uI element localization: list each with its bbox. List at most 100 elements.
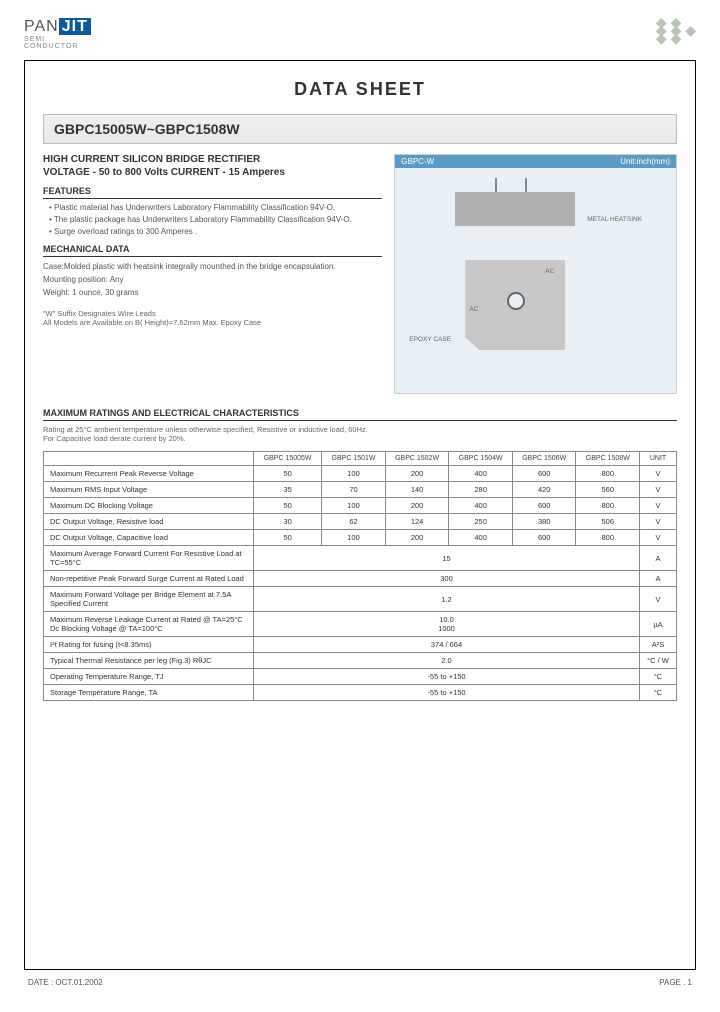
pkg-lead-icon — [495, 178, 497, 192]
unit-cell: A²S — [640, 637, 677, 653]
ratings-note: Rating at 25°C ambient temperature unles… — [43, 425, 677, 443]
value-cell: V — [640, 530, 677, 546]
param-cell: DC Output Voltage, Capacitive load — [44, 530, 254, 546]
ratings-heading: MAXIMUM RATINGS AND ELECTRICAL CHARACTER… — [43, 408, 677, 421]
table-row: DC Output Voltage, Capacitive load501002… — [44, 530, 677, 546]
logo-text-b: JIT — [59, 18, 91, 35]
col-head: GBPC 1508W — [576, 452, 640, 466]
table-row: Maximum Average Forward Current For Resi… — [44, 546, 677, 571]
unit-cell: °C — [640, 669, 677, 685]
value-cell: 380 — [512, 514, 576, 530]
value-cell: 62 — [322, 514, 386, 530]
datasheet-frame: DATA SHEET GBPC15005W~GBPC1508W HIGH CUR… — [24, 60, 696, 970]
value-cell: 600 — [512, 530, 576, 546]
pkg-unit: Unit:inch(mm) — [620, 157, 670, 166]
value-cell: 124 — [385, 514, 449, 530]
value-cell: V — [640, 514, 677, 530]
pkg-metal-label: METAL HEATSINK — [587, 216, 642, 223]
param-cell: Maximum RMS Input Voltage — [44, 482, 254, 498]
note-line: "W" Suffix Designates Wire Leads — [43, 309, 382, 318]
logo-subtitle: SEMI CONDUCTOR — [24, 36, 91, 50]
value-cell: 70 — [322, 482, 386, 498]
table-row: I²t Rating for fusing (t<8.35ms)374 / 66… — [44, 637, 677, 653]
col-head: GBPC 1506W — [512, 452, 576, 466]
param-cell: I²t Rating for fusing (t<8.35ms) — [44, 637, 254, 653]
table-row: Non-repetitive Peak Forward Surge Curren… — [44, 571, 677, 587]
mech-case: Case:Molded plastic with heatsink integr… — [43, 261, 382, 272]
table-row: DC Output Voltage, Resistive load3062124… — [44, 514, 677, 530]
param-cell: DC Output Voltage, Resistive load — [44, 514, 254, 530]
product-subtitle: HIGH CURRENT SILICON BRIDGE RECTIFIER — [43, 154, 382, 165]
unit-cell: °C — [640, 685, 677, 701]
value-cell: 50 — [254, 530, 322, 546]
value-cell: 400 — [449, 530, 513, 546]
table-row: Maximum DC Blocking Voltage5010020040060… — [44, 498, 677, 514]
param-cell: Storage Temperature Range, TA — [44, 685, 254, 701]
unit-cell: A — [640, 571, 677, 587]
param-cell: Maximum Recurrent Peak Reverse Voltage — [44, 466, 254, 482]
mech-mount: Mounting position: Any — [43, 274, 382, 285]
value-cell: 800 — [576, 530, 640, 546]
value-cell: 400 — [449, 498, 513, 514]
value-cell: 560 — [576, 482, 640, 498]
value-cell: 30 — [254, 514, 322, 530]
value-cell: 50 — [254, 466, 322, 482]
span-cell: 2.0 — [254, 653, 640, 669]
table-header-row: GBPC 15005W GBPC 1501W GBPC 1502W GBPC 1… — [44, 452, 677, 466]
value-cell: 100 — [322, 498, 386, 514]
col-head: GBPC 1501W — [322, 452, 386, 466]
left-column: HIGH CURRENT SILICON BRIDGE RECTIFIER VO… — [43, 154, 382, 394]
unit-cell: V — [640, 587, 677, 612]
logo-text-a: PAN — [24, 18, 59, 35]
table-row: Maximum Reverse Leakage Current at Rated… — [44, 612, 677, 637]
value-cell: 250 — [449, 514, 513, 530]
param-cell: Typical Thermal Resistance per leg (Fig.… — [44, 653, 254, 669]
feature-item: Plastic material has Underwriters Labora… — [49, 203, 382, 212]
package-diagram: GBPC-W Unit:inch(mm) METAL HEATSINK EPOX… — [394, 154, 677, 394]
value-cell: 200 — [385, 498, 449, 514]
pkg-lead-icon — [525, 178, 527, 192]
value-cell: 200 — [385, 530, 449, 546]
param-cell: Non-repetitive Peak Forward Surge Curren… — [44, 571, 254, 587]
footer-page: PAGE . 1 — [659, 978, 692, 987]
param-cell: Maximum Reverse Leakage Current at Rated… — [44, 612, 254, 637]
table-row: Maximum Recurrent Peak Reverse Voltage50… — [44, 466, 677, 482]
voltage-current-line: VOLTAGE - 50 to 800 Volts CURRENT - 15 A… — [43, 167, 382, 178]
col-head: GBPC 1504W — [449, 452, 513, 466]
span-cell: -55 to +150 — [254, 685, 640, 701]
col-head: UNIT — [640, 452, 677, 466]
pkg-side-view — [455, 192, 575, 226]
value-cell: 50 — [254, 498, 322, 514]
ratings-table: GBPC 15005W GBPC 1501W GBPC 1502W GBPC 1… — [43, 451, 677, 701]
page-footer: DATE : OCT.01.2002 PAGE . 1 — [24, 978, 696, 987]
pkg-label: GBPC-W — [401, 157, 434, 166]
value-cell: 140 — [385, 482, 449, 498]
features-list: Plastic material has Underwriters Labora… — [43, 203, 382, 236]
span-cell: -55 to +150 — [254, 669, 640, 685]
feature-item: The plastic package has Underwriters Lab… — [49, 215, 382, 224]
unit-cell: °C / W — [640, 653, 677, 669]
value-cell: 200 — [385, 466, 449, 482]
value-cell: 506 — [576, 514, 640, 530]
value-cell: 800 — [576, 498, 640, 514]
col-head: GBPC 1502W — [385, 452, 449, 466]
value-cell: 400 — [449, 466, 513, 482]
footnotes: "W" Suffix Designates Wire Leads All Mod… — [43, 309, 382, 327]
table-row: Operating Temperature Range, TJ-55 to +1… — [44, 669, 677, 685]
value-cell: 600 — [512, 466, 576, 482]
value-cell: V — [640, 466, 677, 482]
span-cell: 10.0 1000 — [254, 612, 640, 637]
value-cell: 35 — [254, 482, 322, 498]
value-cell: 280 — [449, 482, 513, 498]
features-heading: FEATURES — [43, 186, 382, 199]
mechanical-body: Case:Molded plastic with heatsink integr… — [43, 261, 382, 299]
table-row: Typical Thermal Resistance per leg (Fig.… — [44, 653, 677, 669]
span-cell: 1.2 — [254, 587, 640, 612]
logo: PANJIT SEMI CONDUCTOR — [24, 18, 91, 50]
mech-weight: Weight: 1 ounce, 30 grams — [43, 287, 382, 298]
span-cell: 300 — [254, 571, 640, 587]
param-cell: Operating Temperature Range, TJ — [44, 669, 254, 685]
value-cell: 800 — [576, 466, 640, 482]
span-cell: 15 — [254, 546, 640, 571]
table-row: Storage Temperature Range, TA-55 to +150… — [44, 685, 677, 701]
